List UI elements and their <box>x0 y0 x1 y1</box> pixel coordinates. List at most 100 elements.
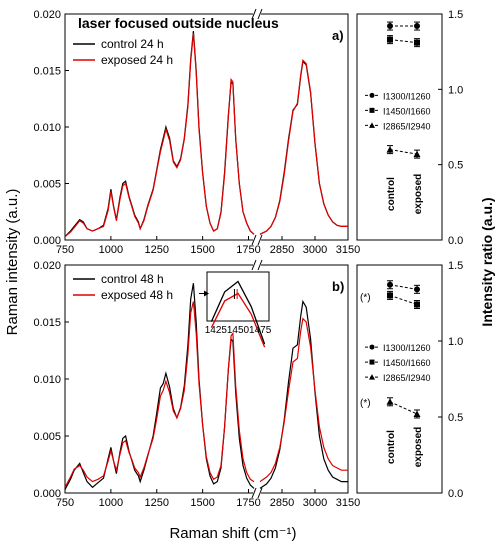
ratio-connector <box>389 401 418 415</box>
y-tick-label: 1.5 <box>448 260 463 272</box>
panel-a-title: laser focused outside nucleus <box>78 15 279 31</box>
panel-a-label: a) <box>332 28 344 43</box>
inset-series-line <box>210 292 266 348</box>
y-tick-label: 0.5 <box>448 160 463 172</box>
marker-square <box>414 39 420 46</box>
panel-b-spectrum: b) 0.000 0.005 0.010 0.015 0.020 750 1000 1250 1… <box>33 259 360 509</box>
inset-zoom: 1425 1450 1475 <box>198 271 272 348</box>
plot-frame <box>356 13 443 241</box>
panel-b-ratios: 0.0 0.5 1.0 1.5 I1300/I1260 I1450/I1660 I2865/… <box>356 260 463 500</box>
marker-square <box>387 292 393 299</box>
axis-break-mark <box>251 8 257 20</box>
legend-marker <box>369 374 375 380</box>
x-axis-title: Raman shift (cm⁻¹) <box>169 525 296 542</box>
marker-square <box>414 301 420 308</box>
y-tick-label: 0.000 <box>33 488 61 500</box>
legend-label: I1300/I1260 <box>383 91 431 101</box>
x-tick-label: 1500 <box>190 244 214 256</box>
y-tick-label: 0.005 <box>33 431 61 443</box>
series-line-exposed <box>64 33 348 238</box>
axis-break-gap <box>253 237 261 243</box>
legend-marker <box>369 122 375 128</box>
x-tick-label: 2850 <box>270 497 294 509</box>
y-tick-label: 1.0 <box>448 84 463 96</box>
x-tick-label: 2850 <box>270 244 294 256</box>
x-tick-label: 1250 <box>145 497 169 509</box>
inset-tick-label: 1450 <box>227 325 250 336</box>
inset-arrow-head <box>204 290 209 297</box>
legend-marker <box>369 92 375 98</box>
marker-triangle <box>413 150 421 158</box>
y-tick-label: 0.020 <box>33 9 61 21</box>
axis-break-mark <box>257 487 263 499</box>
x-tick-label: 3000 <box>303 244 327 256</box>
ratio-connector <box>389 284 418 290</box>
axis-break-gap <box>253 490 261 496</box>
marker-circle <box>387 281 393 288</box>
axis-break-mark <box>251 259 257 271</box>
x-tick-label: 3000 <box>303 497 327 509</box>
significance-annotation: (*) <box>360 292 371 303</box>
legend-label: control 24 h <box>101 37 164 51</box>
axis-break-mark <box>251 234 257 246</box>
x-tick-label: 1750 <box>236 244 260 256</box>
axis-break-mark <box>257 259 263 271</box>
y-tick-label: 0.5 <box>448 412 463 424</box>
y-tick-label: 0.0 <box>448 488 463 500</box>
panel-a-ratios: 0.0 0.5 1.0 1.5 I1300/I1260 I1450/I1660 I2865/… <box>356 9 463 247</box>
right-y-axis-title: Intensity ratio (a.u.) <box>479 197 495 326</box>
inset-tick-label: 1475 <box>249 325 272 336</box>
y-tick-label: 1.0 <box>448 336 463 348</box>
x-tick-label: 3150 <box>336 244 360 256</box>
legend-marker <box>369 107 375 113</box>
legend-label: exposed 24 h <box>101 53 173 67</box>
legend-marker <box>369 359 375 365</box>
y-tick-label: 0.000 <box>33 235 61 247</box>
y-tick-label: 0.0 <box>448 235 463 247</box>
y-tick-label: 0.010 <box>33 122 61 134</box>
legend-label: I2865/I2940 <box>383 121 431 131</box>
category-label: exposed <box>413 174 424 215</box>
x-tick-label: 750 <box>56 244 74 256</box>
x-tick-label: 1000 <box>99 244 123 256</box>
x-tick-label: 1750 <box>236 497 260 509</box>
axis-break-mark <box>257 8 263 20</box>
significance-annotation: (*) <box>360 398 371 409</box>
y-tick-label: 0.015 <box>33 317 61 329</box>
series-line-exposed <box>64 301 348 488</box>
legend-label: I2865/I2940 <box>383 373 431 383</box>
axis-break-gap <box>253 262 261 268</box>
y-tick-label: 0.010 <box>33 374 61 386</box>
inset-frame <box>206 271 270 322</box>
y-tick-label: 0.015 <box>33 66 61 78</box>
y-tick-label: 1.5 <box>448 9 463 21</box>
axis-break-mark <box>251 487 257 499</box>
marker-circle <box>414 23 420 30</box>
legend-label: I1300/I1260 <box>383 343 431 353</box>
ratio-connector <box>389 294 418 305</box>
marker-triangle <box>386 398 394 405</box>
panel-b-label: b) <box>332 279 344 294</box>
axis-break-gap <box>253 11 261 17</box>
x-tick-label: 1500 <box>190 497 214 509</box>
category-label: exposed <box>413 427 424 468</box>
x-tick-label: 1000 <box>99 497 123 509</box>
legend-label: I1450/I1660 <box>383 358 431 368</box>
marker-triangle <box>386 146 394 153</box>
inset-tick-label: 1425 <box>205 325 228 336</box>
category-label: control <box>386 177 397 211</box>
marker-square <box>387 36 393 43</box>
y-tick-label: 0.020 <box>33 260 61 272</box>
y-tick-label: 0.005 <box>33 179 61 191</box>
axis-break-mark <box>257 234 263 246</box>
legend-label: control 48 h <box>101 272 164 286</box>
ratio-connector <box>389 149 418 155</box>
legend-marker <box>369 344 375 350</box>
x-tick-label: 1250 <box>145 244 169 256</box>
marker-circle <box>387 23 393 30</box>
legend-label: exposed 48 h <box>101 288 173 302</box>
x-tick-label: 750 <box>56 497 74 509</box>
legend-label: I1450/I1660 <box>383 106 431 116</box>
inset-series-line <box>210 280 266 345</box>
